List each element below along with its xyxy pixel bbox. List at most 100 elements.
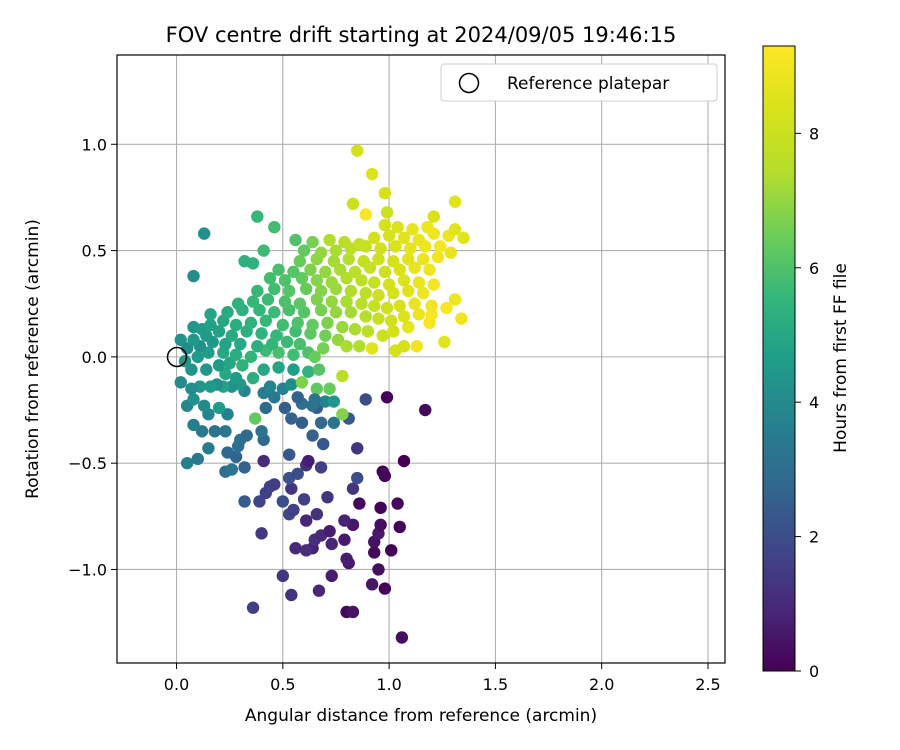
data-point: [378, 265, 392, 279]
data-point: [289, 233, 302, 247]
data-point: [238, 461, 251, 474]
data-point: [431, 250, 445, 264]
data-point: [240, 429, 253, 442]
data-point: [306, 235, 319, 249]
data-point: [246, 601, 260, 614]
data-point: [319, 329, 332, 342]
data-point: [187, 269, 200, 283]
data-point: [314, 416, 328, 429]
data-point: [229, 371, 243, 385]
data-point: [185, 363, 198, 376]
data-point: [376, 465, 389, 478]
data-point: [378, 582, 392, 595]
data-point: [212, 359, 226, 372]
data-point: [402, 284, 415, 298]
data-point: [342, 252, 355, 266]
data-point: [397, 274, 411, 287]
data-point: [368, 546, 381, 559]
data-point: [448, 293, 462, 306]
data-point: [336, 369, 349, 383]
data-point: [255, 425, 268, 438]
plot-frame: [116, 54, 726, 664]
data-point: [365, 342, 379, 355]
data-point: [187, 418, 200, 432]
data-point: [397, 340, 411, 353]
data-point: [336, 320, 349, 334]
data-point: [270, 329, 283, 342]
data-point: [368, 231, 381, 245]
data-point: [348, 323, 362, 336]
data-point: [268, 220, 281, 234]
data-point: [397, 310, 411, 323]
data-point: [425, 299, 438, 313]
data-point: [297, 244, 311, 257]
data-point: [359, 286, 372, 300]
data-point: [223, 357, 236, 370]
data-point: [427, 278, 440, 291]
data-point: [219, 337, 232, 351]
data-point: [248, 412, 262, 425]
data-point: [440, 301, 453, 315]
data-points: [174, 144, 470, 644]
data-point: [219, 425, 232, 438]
data-point: [346, 197, 360, 211]
legend: Reference platepar: [440, 63, 718, 102]
data-point: [351, 144, 364, 157]
data-point: [412, 276, 426, 289]
data-point: [238, 255, 251, 268]
data-point: [308, 393, 321, 406]
data-point: [204, 318, 217, 332]
data-point: [457, 231, 470, 245]
data-point: [212, 325, 226, 338]
data-point: [419, 403, 432, 417]
data-point: [387, 325, 400, 338]
data-point: [282, 448, 296, 461]
data-point: [308, 350, 321, 364]
y-tick-label: 0.5: [82, 242, 107, 261]
data-point: [357, 255, 370, 268]
data-point: [276, 569, 290, 583]
data-point: [372, 289, 385, 302]
data-point: [293, 255, 307, 268]
data-point: [348, 265, 362, 279]
data-point: [438, 335, 451, 349]
data-point: [323, 233, 336, 247]
data-point: [310, 507, 324, 521]
data-point: [302, 365, 315, 378]
data-point: [338, 235, 351, 249]
data-point: [191, 452, 204, 466]
x-tick-label: 1.5: [483, 675, 508, 694]
data-point: [287, 348, 300, 361]
colorbar-label: Hours from first FF file: [831, 263, 851, 453]
data-point: [374, 501, 387, 515]
data-point: [393, 299, 406, 313]
data-point: [372, 252, 385, 266]
data-point: [285, 588, 298, 602]
data-point: [395, 631, 409, 644]
data-point: [372, 312, 385, 325]
data-point: [368, 276, 381, 289]
data-point: [263, 380, 277, 393]
data-point: [278, 295, 292, 308]
data-point: [278, 274, 292, 287]
data-point: [382, 278, 396, 291]
data-point: [244, 350, 258, 364]
data-point: [325, 569, 338, 583]
data-point: [393, 263, 406, 276]
data-point: [359, 208, 372, 221]
data-point: [276, 495, 290, 508]
data-point: [346, 605, 360, 619]
data-point: [293, 337, 307, 351]
y-tick-label: −0.5: [68, 454, 107, 473]
data-point: [421, 220, 434, 234]
data-point: [314, 284, 328, 298]
data-point: [263, 272, 277, 285]
data-point: [425, 308, 438, 321]
data-point: [412, 308, 426, 321]
data-point: [416, 252, 430, 266]
data-point: [433, 240, 447, 253]
y-tick-label: 0.0: [82, 348, 107, 367]
data-point: [412, 233, 426, 247]
data-point: [380, 206, 394, 219]
